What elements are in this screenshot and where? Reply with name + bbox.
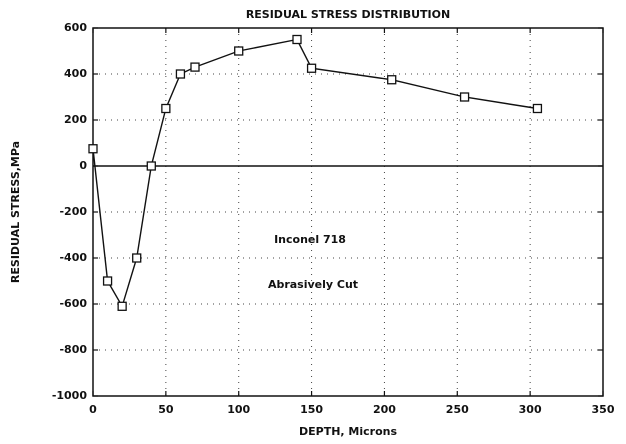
data-point [292,34,302,45]
x-tick-label: 300 [519,403,542,416]
x-tick-label: 250 [446,403,469,416]
x-tick-label: 150 [300,403,323,416]
x-tick-label: 200 [373,403,396,416]
x-axis-label: DEPTH, Microns [299,425,397,438]
data-point [459,92,470,102]
x-tick-label: 0 [89,403,97,416]
data-point [102,276,113,286]
chart-title: RESIDUAL STRESS DISTRIBUTION [246,8,450,21]
annotation: Inconel 718 [274,233,346,246]
data-point [132,253,142,263]
data-point [190,62,200,72]
y-tick-label: -1000 [52,389,88,402]
y-tick-label: 600 [64,21,87,34]
y-tick-label: -600 [59,297,87,310]
data-point [88,144,98,154]
y-tick-label: 0 [79,159,87,172]
plot-frame [92,27,604,397]
y-tick-label: 400 [64,67,87,80]
data-line [92,38,538,309]
data-point [306,63,317,73]
y-axis-label: RESIDUAL STRESS,MPa [9,141,22,283]
data-point [117,301,127,311]
annotation: Abrasively Cut [268,278,358,291]
y-tick-label: -400 [59,251,87,264]
x-tick-label: 350 [592,403,615,416]
data-point [532,103,543,114]
y-tick-label: -200 [59,205,87,218]
x-tick-label: 50 [158,403,174,416]
x-tick-label: 100 [227,403,250,416]
data-point [146,161,156,171]
y-tick-label: -800 [59,343,87,356]
data-point [175,69,186,79]
data-point [234,46,244,56]
data-point [161,103,171,114]
data-point [387,75,397,85]
y-tick-label: 200 [64,113,87,126]
